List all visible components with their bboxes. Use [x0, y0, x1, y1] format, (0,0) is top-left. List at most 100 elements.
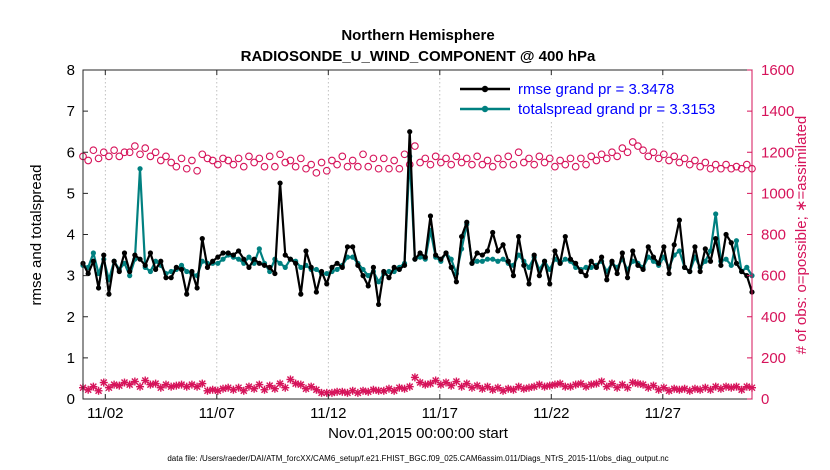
- obs-assimilated-stroke: [447, 382, 455, 390]
- obs-assimilated-marker: [281, 383, 290, 392]
- obs-assimilated-marker: [151, 379, 160, 388]
- rmse-marker: [676, 217, 682, 223]
- obs-possible-marker: [110, 146, 118, 155]
- obs-assimilated-marker: [276, 379, 285, 388]
- obs-possible-marker: [385, 164, 393, 173]
- obs-assimilated-stroke: [312, 386, 320, 394]
- obs-assimilated-stroke: [634, 380, 642, 388]
- obs-assimilated-stroke: [250, 385, 258, 393]
- totalspread-marker: [744, 264, 750, 270]
- obs-assimilated-stroke: [660, 384, 668, 392]
- obs-assimilated-marker: [571, 380, 580, 389]
- obs-assimilated-stroke: [307, 383, 315, 391]
- rmse-marker: [417, 250, 423, 256]
- totalspread-marker: [676, 248, 682, 254]
- rmse-marker: [287, 256, 294, 262]
- obs-assimilated-marker: [722, 382, 731, 391]
- obs-possible-marker: [131, 142, 139, 150]
- obs-possible-marker: [478, 160, 487, 169]
- y2-tick-label: 800: [761, 227, 786, 244]
- obs-possible-marker: [379, 154, 388, 163]
- totalspread-marker: [479, 258, 485, 264]
- rmse-marker: [261, 262, 268, 268]
- obs-possible-marker: [198, 150, 207, 159]
- obs-assimilated-stroke: [286, 375, 294, 383]
- rmse-marker: [324, 281, 330, 287]
- obs-possible-marker: [172, 162, 181, 171]
- rmse-marker: [438, 256, 444, 262]
- obs-possible-marker: [125, 148, 134, 157]
- rmse-marker: [469, 260, 475, 266]
- totalspread-marker: [137, 166, 143, 172]
- obs-possible-marker: [390, 156, 399, 165]
- rmse-marker: [484, 248, 491, 254]
- rmse-marker: [681, 264, 688, 270]
- obs-assimilated-marker: [333, 387, 342, 396]
- obs-assimilated-stroke: [359, 387, 367, 395]
- totalspread-marker: [526, 264, 532, 270]
- obs-assimilated-stroke: [624, 384, 632, 392]
- rmse-marker: [241, 256, 247, 262]
- totalspread-marker: [184, 268, 190, 275]
- obs-possible-marker: [582, 160, 590, 169]
- rmse-marker: [251, 256, 257, 262]
- obs-assimilated-marker: [296, 380, 305, 389]
- obs-assimilated-stroke: [209, 386, 217, 394]
- rmse-line: [82, 130, 754, 306]
- rmse-marker: [422, 254, 428, 260]
- x-tick-label: 11/17: [422, 405, 458, 422]
- rmse-marker: [531, 252, 537, 258]
- obs-assimilated-marker: [483, 382, 492, 391]
- obs-assimilated-stroke: [603, 383, 611, 391]
- rmse-marker: [490, 229, 496, 236]
- obs-possible-marker: [312, 168, 321, 177]
- totalspread-marker: [90, 250, 96, 256]
- rmse-marker: [137, 256, 143, 262]
- obs-possible-marker: [722, 160, 730, 169]
- obs-possible-marker: [281, 158, 290, 167]
- plot-area: [83, 70, 752, 399]
- obs-assimilated-stroke: [525, 384, 533, 392]
- rmse-marker: [557, 260, 563, 266]
- obs-assimilated-stroke: [535, 381, 543, 389]
- obs-possible-marker: [188, 156, 196, 165]
- totalspread-marker: [215, 260, 221, 266]
- obs-assimilated-stroke: [146, 381, 154, 389]
- obs-assimilated-marker: [203, 386, 212, 395]
- obs-possible-marker: [317, 158, 326, 167]
- obs-possible-marker: [452, 152, 461, 161]
- obs-assimilated-marker: [675, 385, 684, 394]
- obs-assimilated-stroke: [188, 381, 196, 389]
- obs-assimilated-stroke: [178, 381, 186, 389]
- rmse-marker: [697, 268, 703, 275]
- rmse-marker: [739, 268, 745, 275]
- obs-assimilated-marker: [587, 380, 596, 389]
- y-tick-label: 2: [67, 309, 75, 326]
- rmse-marker: [562, 233, 568, 240]
- totalspread-marker: [235, 256, 242, 262]
- obs-assimilated-stroke: [105, 384, 113, 392]
- obs-assimilated-marker: [167, 382, 176, 391]
- obs-assimilated-stroke: [110, 381, 118, 389]
- obs-possible-marker: [156, 156, 165, 165]
- x-tick-label: 11/22: [533, 405, 569, 422]
- y-tick-label: 4: [67, 227, 75, 244]
- rmse-marker: [272, 270, 278, 277]
- rmse-marker: [246, 264, 252, 270]
- obs-assimilated-marker: [447, 381, 456, 390]
- obs-assimilated-stroke: [681, 385, 689, 393]
- obs-possible-marker: [634, 142, 642, 150]
- obs-possible-marker: [608, 148, 616, 157]
- obs-assimilated-stroke: [281, 384, 289, 392]
- rmse-marker: [173, 264, 179, 270]
- obs-assimilated-marker: [255, 380, 264, 389]
- rmse-marker: [163, 275, 169, 281]
- obs-assimilated-stroke: [255, 381, 263, 389]
- obs-assimilated-marker: [462, 379, 471, 388]
- rmse-marker: [318, 268, 325, 275]
- obs-assimilated-marker: [130, 377, 139, 386]
- y2-tick-label: 1400: [761, 103, 794, 120]
- totalspread-marker: [178, 262, 185, 268]
- obs-assimilated-stroke: [95, 387, 103, 395]
- obs-possible-marker: [654, 154, 663, 163]
